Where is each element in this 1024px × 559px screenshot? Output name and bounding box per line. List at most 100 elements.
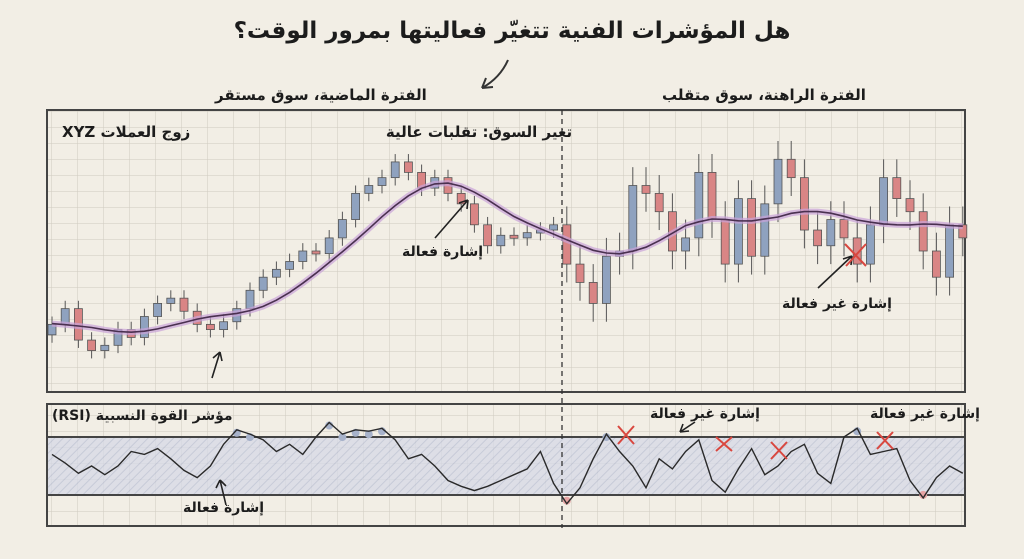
candle-body: [483, 224, 493, 247]
invalid-x-markers: [617, 425, 894, 460]
candle-body: [337, 219, 347, 239]
candle: [100, 337, 110, 359]
arrow-effective-1: [211, 351, 223, 379]
candle-body: [800, 177, 809, 231]
candle: [403, 154, 413, 181]
candle: [377, 169, 387, 194]
candle: [337, 211, 347, 246]
rsi-line: [51, 421, 964, 505]
candle-body: [747, 198, 756, 257]
candle-body: [641, 185, 651, 194]
arrow-rsi-effective: [215, 479, 227, 506]
candle: [496, 227, 506, 254]
arrow-icon: [481, 59, 509, 89]
candle-body: [813, 229, 822, 247]
candle: [773, 140, 783, 223]
candle: [271, 261, 281, 286]
candle: [852, 219, 862, 283]
candle-body: [932, 250, 941, 278]
candle-body: [852, 237, 862, 265]
candle-body: [403, 161, 413, 173]
candle: [351, 185, 361, 228]
candle: [166, 290, 176, 312]
candle: [483, 216, 493, 254]
candle: [87, 332, 96, 359]
invalid-x-icon: [715, 436, 733, 452]
candle-body: [879, 177, 888, 226]
arrow-rsi-ineffective: [679, 421, 696, 433]
candle: [734, 180, 743, 283]
candle: [800, 159, 809, 249]
candle: [918, 193, 928, 270]
candle: [588, 264, 598, 322]
candle-body: [179, 297, 189, 312]
candle: [522, 224, 532, 246]
rsi-title: مؤشر القوة النسبية (RSI): [52, 408, 233, 424]
rsi-ineffective-label-2: إشارة غير فعالة: [870, 406, 980, 422]
candle-body: [694, 171, 704, 239]
candle: [390, 154, 400, 186]
candle-body: [588, 282, 598, 304]
invalid-x-icon: [844, 243, 867, 267]
candle: [760, 185, 770, 275]
candle-body: [826, 219, 836, 247]
candle-body: [456, 192, 466, 205]
rsi-band: [48, 437, 964, 495]
candle: [892, 159, 902, 217]
candle: [285, 253, 295, 278]
candle-body: [166, 297, 176, 304]
candle-body: [139, 316, 149, 338]
candle-body: [575, 263, 585, 283]
arrow-effective-2: [434, 199, 469, 239]
invalid-x-icon: [876, 431, 894, 450]
invalid-x-icon: [617, 425, 635, 445]
candle-body: [390, 161, 400, 179]
candle-body: [100, 344, 110, 351]
candle: [153, 295, 163, 325]
candle-body: [602, 255, 611, 304]
rsi-overbought-fill: [364, 430, 373, 439]
candle-body: [681, 237, 690, 252]
candle-body: [351, 192, 361, 220]
period-current-label: الفترة الراهنة، سوق متقلب: [662, 86, 866, 104]
candle-body: [628, 185, 638, 252]
candle-body: [720, 219, 730, 265]
candle-body: [153, 302, 163, 317]
period-past-label: الفترة الماضية، سوق مستقر: [215, 86, 427, 104]
candle: [258, 269, 268, 299]
candle-body: [219, 321, 229, 330]
candle-body: [298, 250, 308, 262]
effective-signal-label: إشارة فعالة: [402, 244, 484, 260]
candle: [298, 243, 308, 270]
candle-body: [509, 234, 519, 239]
candle-body: [892, 177, 902, 199]
candle-body: [866, 224, 875, 265]
candle: [364, 177, 374, 202]
rsi-ineffective-label-1: إشارة غير فعالة: [650, 406, 760, 422]
candle-body: [258, 276, 268, 291]
candle: [932, 232, 941, 296]
candle-body: [786, 158, 796, 179]
candle: [747, 180, 756, 275]
candle-body: [364, 185, 374, 194]
candle-body: [562, 224, 572, 265]
candle-body: [496, 234, 506, 247]
rsi-oversold-fill: [562, 496, 571, 505]
rsi-effective-label: إشارة فعالة: [183, 500, 265, 516]
candle: [469, 195, 479, 233]
candle-body: [760, 203, 770, 257]
rsi-overbought-fill: [338, 433, 347, 442]
candle-body: [905, 198, 915, 213]
candle-body: [839, 219, 849, 239]
candle: [654, 175, 664, 231]
candle-body: [311, 250, 321, 255]
page-title: هل المؤشرات الفنية تتغيّر فعاليتها بمرور…: [233, 18, 791, 44]
candle: [509, 227, 519, 246]
candle-body: [285, 261, 295, 270]
invalid-x-icon: [770, 441, 788, 460]
candle: [839, 201, 849, 257]
candle: [311, 243, 321, 262]
candle: [641, 167, 651, 212]
candle: [179, 290, 189, 320]
